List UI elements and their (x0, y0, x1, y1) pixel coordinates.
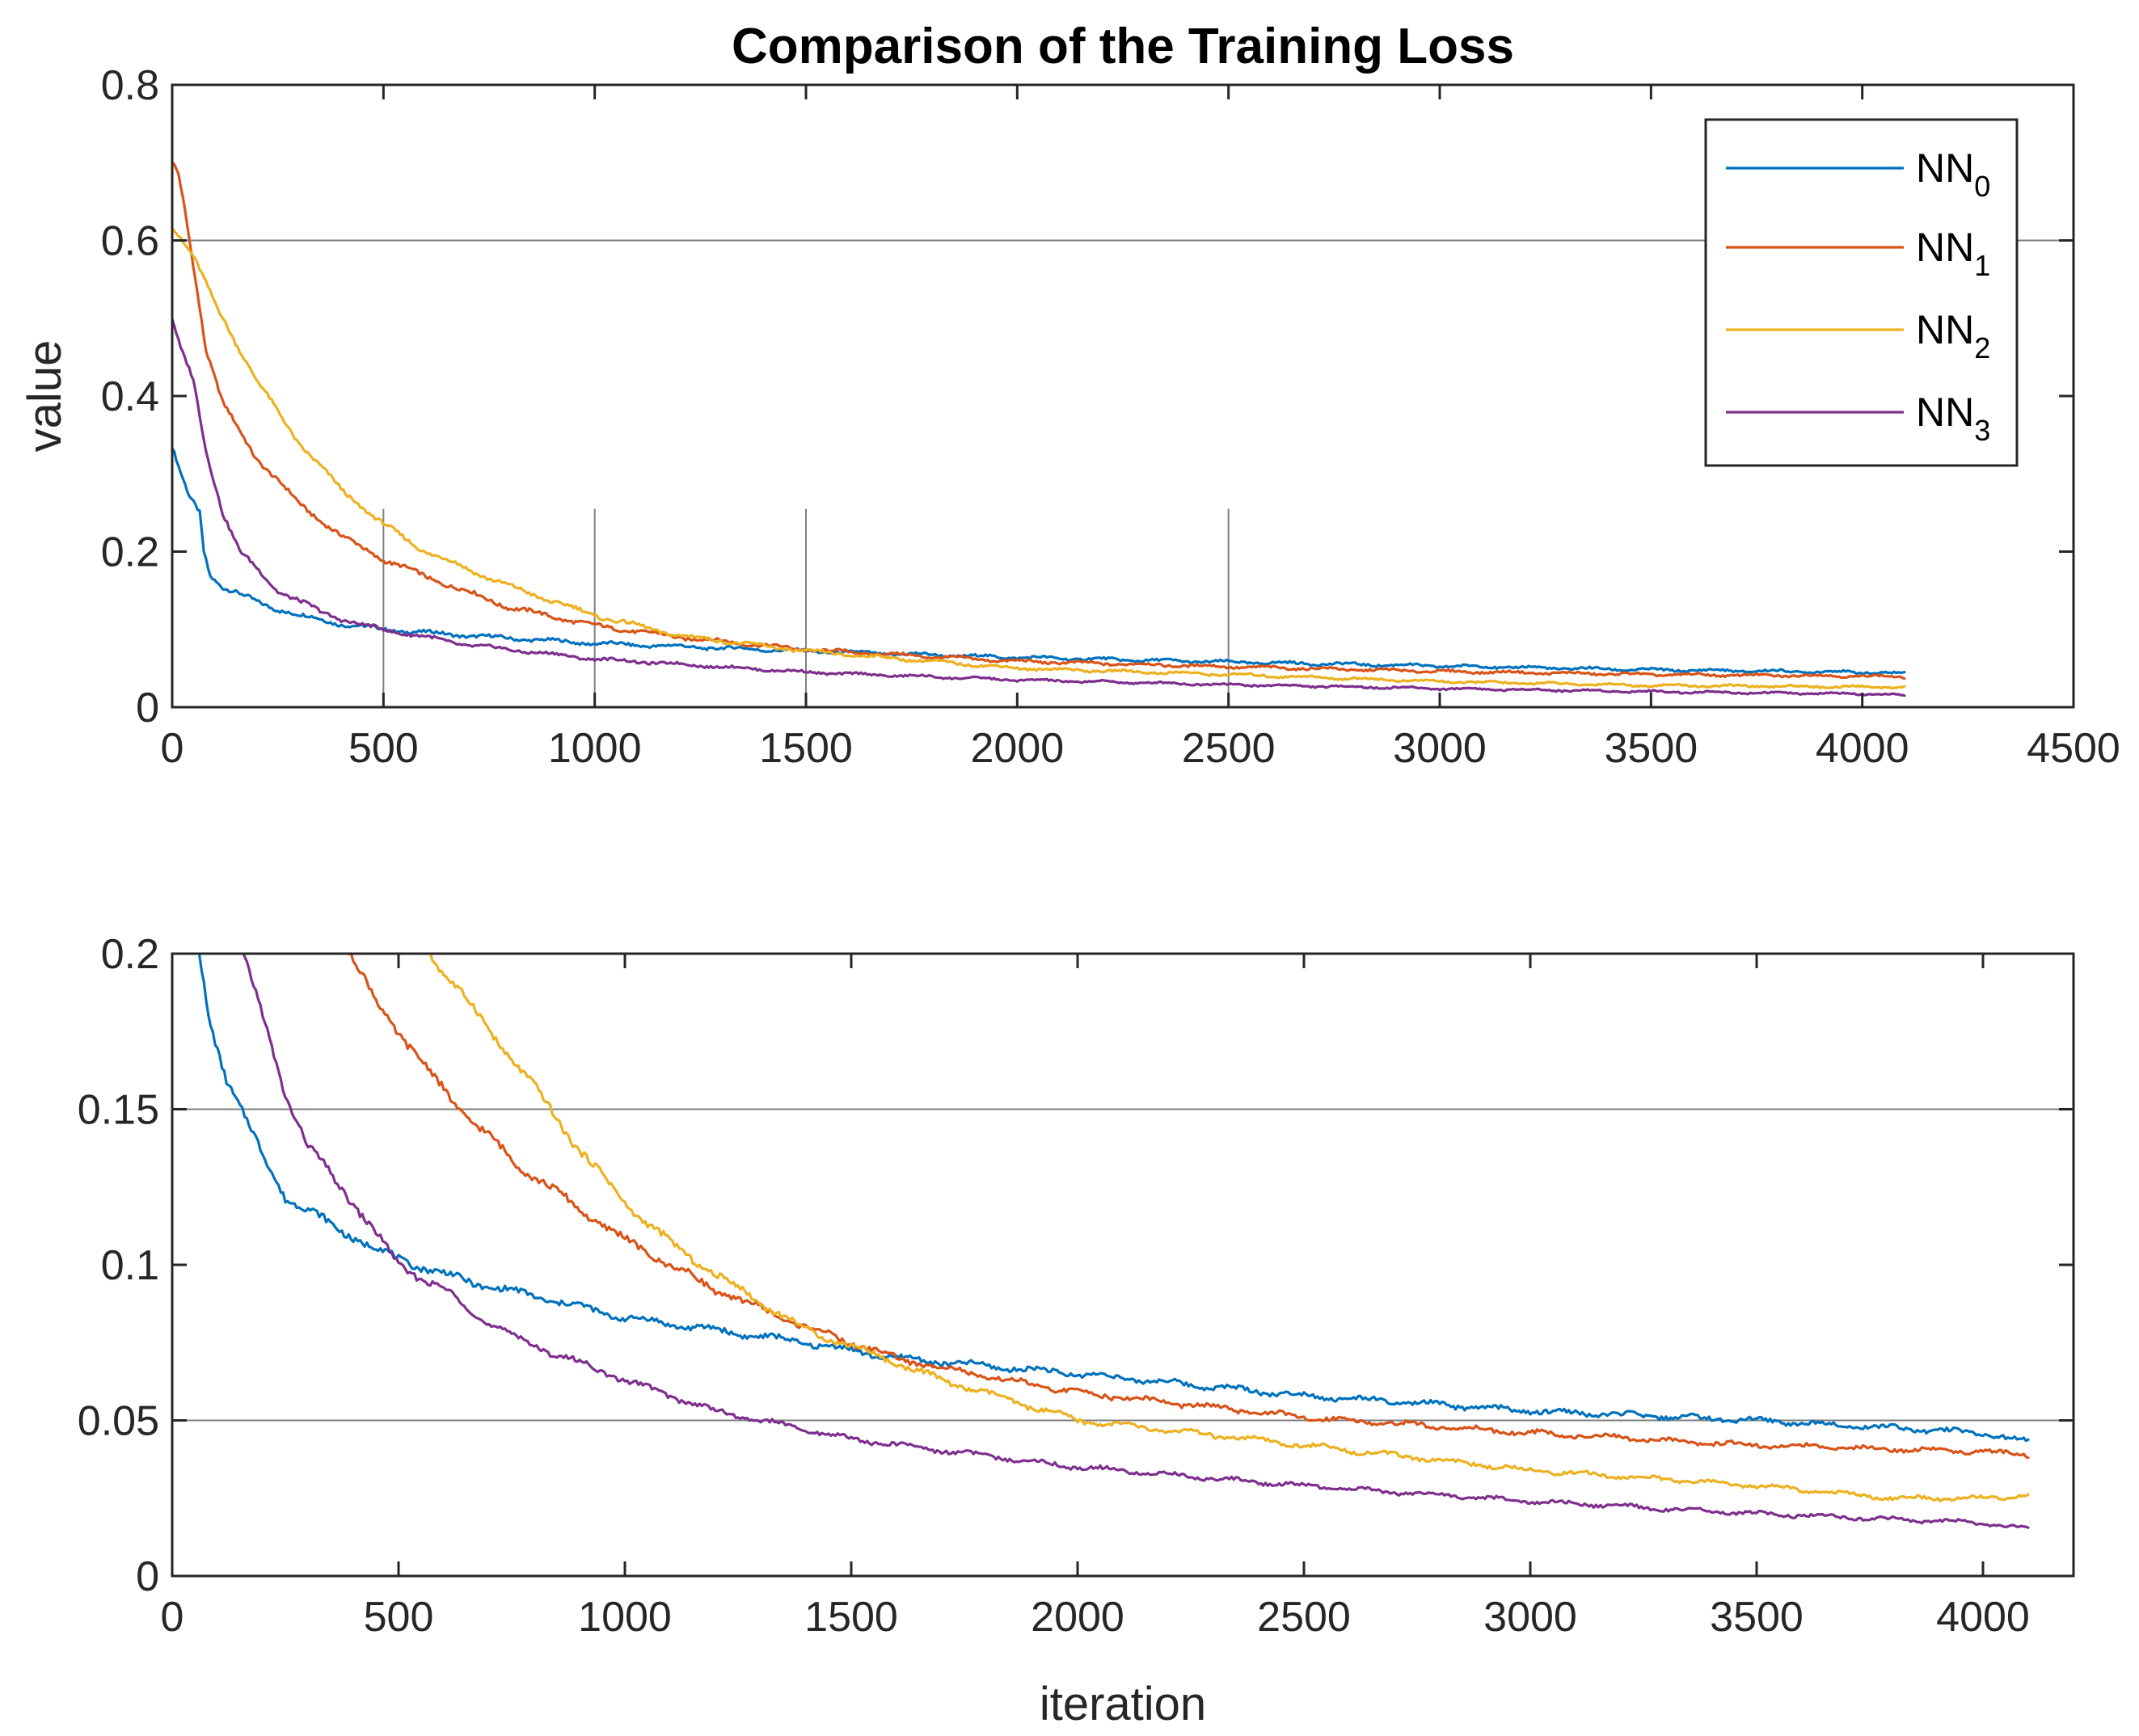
bottom-x-tick-label-2: 1000 (578, 1594, 672, 1641)
legend-label-nn3-sub: 3 (1974, 414, 1990, 447)
top-x-tick-labels: 0 500 1000 1500 2000 2500 3000 3500 4000 4500 (161, 725, 2120, 772)
bottom-series-lines (198, 954, 2030, 1529)
legend-label-nn0-sub: 0 (1974, 170, 1990, 203)
bottom-x-axis-label: iteration (1040, 1678, 1206, 1730)
legend-label-nn2-base: NN (1916, 307, 1974, 352)
top-series-nn1-line (172, 161, 1906, 680)
legend-label-nn3: NN3 (1916, 390, 1990, 447)
bottom-x-tick-label-3: 1500 (804, 1594, 898, 1641)
legend-box (1704, 118, 2019, 467)
top-x-tick-label-2: 1000 (548, 725, 642, 772)
top-y-axis-label: value (19, 340, 71, 453)
top-tick-marks (171, 83, 2075, 709)
bottom-y-tick-label-0: 0 (136, 1553, 159, 1600)
legend-label-nn0-base: NN (1916, 145, 1974, 191)
bottom-x-tick-label-1: 500 (364, 1594, 434, 1641)
bottom-series-nn0-line (198, 954, 2030, 1443)
bottom-y-tick-label-4: 0.2 (101, 931, 159, 978)
bottom-x-tick-label-0: 0 (161, 1594, 184, 1641)
bottom-x-tick-labels: 0 500 1000 1500 2000 2500 3000 3500 4000 (161, 1594, 2030, 1641)
legend-entry-nn3: NN3 (1726, 390, 1990, 447)
legend: NN0 NN1 NN2 NN3 (1704, 118, 2019, 467)
legend-entry-nn2: NN2 (1726, 307, 1990, 364)
legend-label-nn1: NN1 (1916, 225, 1990, 282)
top-x-tick-label-3: 1500 (759, 725, 853, 772)
top-axes: Comparison of the Training Loss 0 500 1000… (19, 19, 2120, 772)
top-x-tick-label-6: 3000 (1393, 725, 1487, 772)
bottom-x-tick-label-6: 3000 (1483, 1594, 1577, 1641)
top-x-tick-label-1: 500 (348, 725, 419, 772)
bottom-axes: 0 500 1000 1500 2000 2500 3000 3500 4000 0 0.05 0.… (78, 931, 2075, 1730)
top-series-nn3-line (172, 318, 1906, 697)
legend-label-nn1-sub: 1 (1974, 249, 1990, 282)
top-y-tick-label-2: 0.4 (101, 373, 159, 420)
legend-label-nn2-sub: 2 (1974, 331, 1990, 364)
bottom-axes-frame (171, 952, 2075, 1578)
bottom-x-tick-label-7: 3500 (1710, 1594, 1804, 1641)
top-y-tick-labels: 0 0.2 0.4 0.6 0.8 (101, 62, 159, 731)
top-y-tick-label-3: 0.6 (101, 218, 159, 265)
legend-label-nn1-base: NN (1916, 225, 1974, 270)
legend-label-nn2: NN2 (1916, 307, 1990, 364)
bottom-grid (172, 1108, 2074, 1422)
bottom-series-nn2-line (428, 954, 2030, 1502)
top-vertical-markers (382, 508, 1230, 707)
top-x-tick-label-7: 3500 (1604, 725, 1698, 772)
chart-title: Comparison of the Training Loss (732, 19, 1514, 74)
bottom-x-tick-label-8: 4000 (1936, 1594, 2030, 1641)
top-x-tick-label-5: 2500 (1182, 725, 1276, 772)
top-y-tick-label-0: 0 (136, 685, 159, 731)
top-series-lines (172, 161, 1906, 697)
top-x-tick-label-9: 4500 (2027, 725, 2120, 772)
legend-label-nn0: NN0 (1916, 145, 1990, 203)
legend-label-nn3-base: NN (1916, 390, 1974, 435)
top-series-nn2-line (172, 226, 1906, 690)
bottom-y-tick-label-2: 0.1 (101, 1242, 159, 1289)
top-x-tick-label-0: 0 (161, 725, 184, 772)
legend-entry-nn1: NN1 (1726, 225, 1990, 282)
top-x-tick-label-8: 4000 (1816, 725, 1909, 772)
top-y-tick-label-1: 0.2 (101, 529, 159, 576)
bottom-series-nn3-line (242, 954, 2030, 1529)
bottom-series-nn1-line (347, 954, 2030, 1460)
legend-entry-nn0: NN0 (1726, 145, 1990, 203)
bottom-x-tick-label-5: 2500 (1257, 1594, 1351, 1641)
top-y-tick-label-4: 0.8 (101, 62, 159, 109)
top-x-tick-label-4: 2000 (970, 725, 1064, 772)
bottom-y-tick-labels: 0 0.05 0.1 0.15 0.2 (78, 931, 159, 1600)
bottom-tick-marks (171, 952, 2074, 1578)
bottom-y-tick-label-3: 0.15 (78, 1087, 159, 1134)
top-series-nn0-line (172, 447, 1906, 676)
bottom-y-tick-label-1: 0.05 (78, 1398, 159, 1445)
bottom-x-tick-label-4: 2000 (1031, 1594, 1124, 1641)
